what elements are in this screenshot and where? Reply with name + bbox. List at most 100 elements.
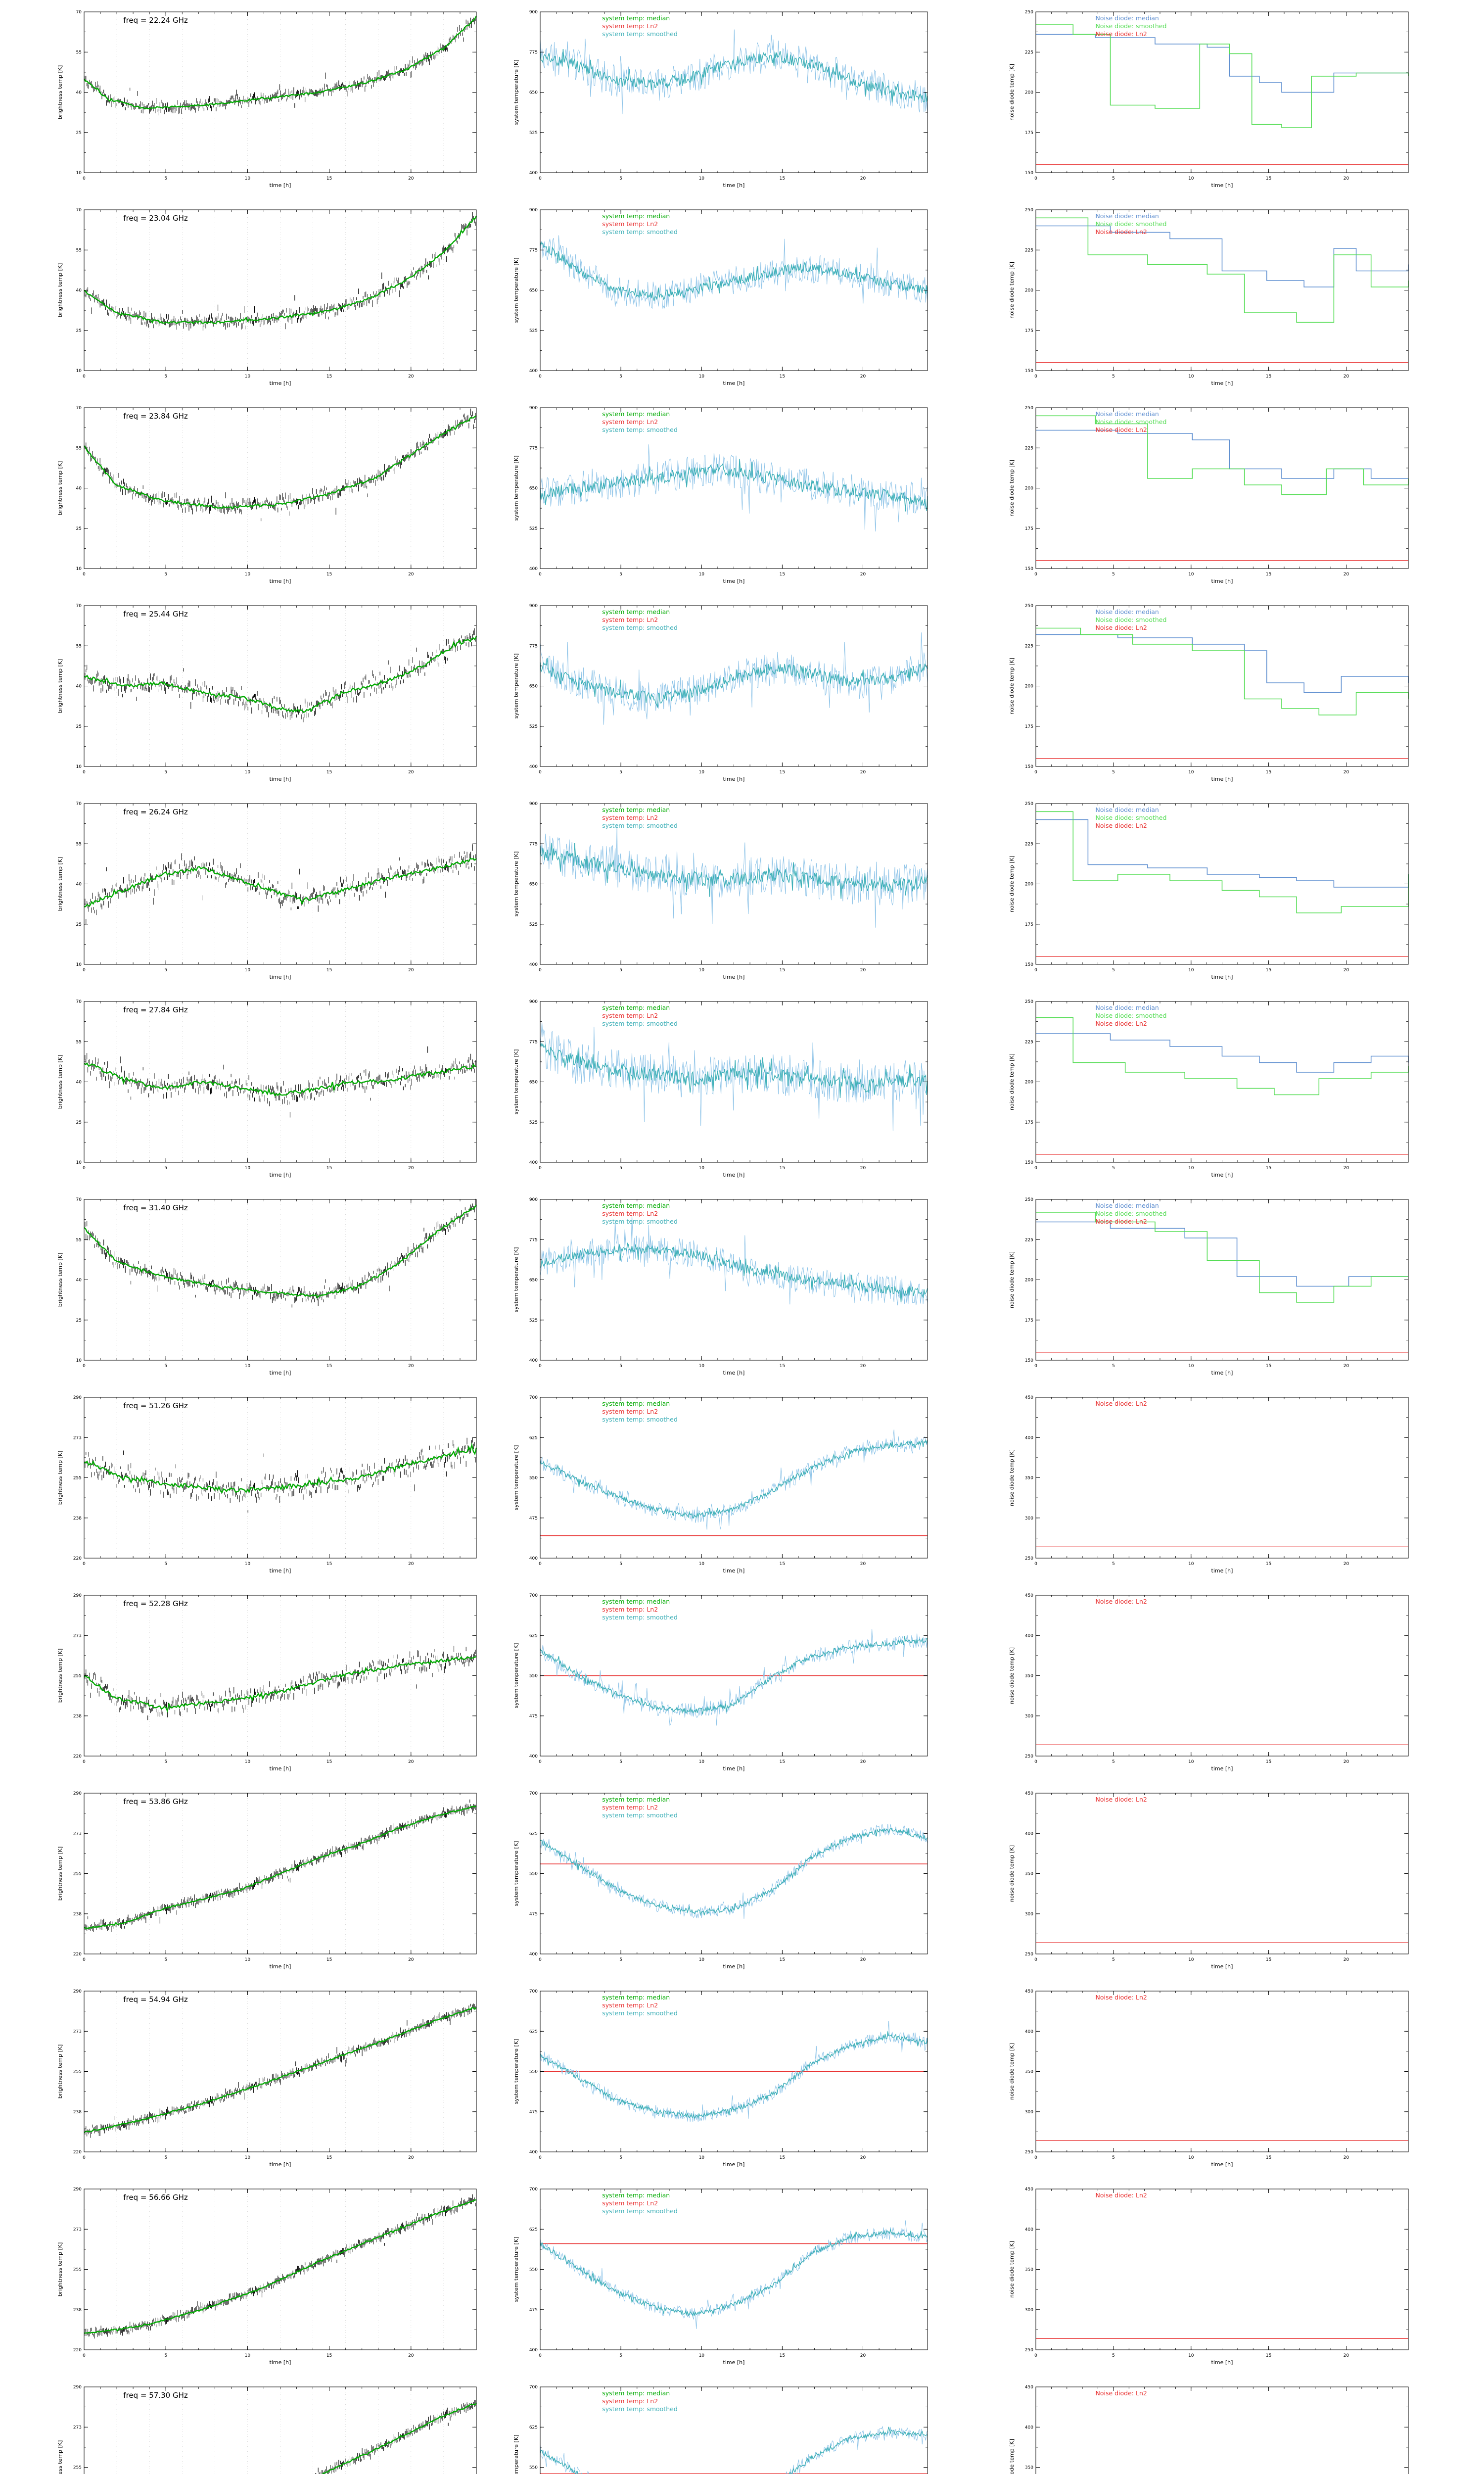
y-tick-label: 475 (529, 1912, 538, 1917)
y-tick-label: 175 (1025, 724, 1033, 729)
y-tick-label: 150 (1025, 962, 1033, 967)
y-tick-label: 25 (76, 131, 82, 136)
brightness-temp-panel: 0 5 10 15 20 10 25 40 55 70 brightness temp [K] tim… (57, 208, 477, 386)
y-tick-label: 775 (529, 50, 538, 55)
y-tick-label: 55 (76, 842, 82, 847)
x-axis-label: time [h] (270, 1172, 291, 1178)
y-axis-label: system temperature [K] (513, 1247, 519, 1313)
legend-entry: system temp: Ln2 (602, 2397, 658, 2405)
x-tick-label: 5 (619, 2353, 622, 2358)
x-axis-label: time [h] (723, 578, 745, 584)
panel-cell-brightness: 0 5 10 15 20 220 238 255 273 290 brightness temp [… (55, 1392, 481, 1574)
x-tick-label: 5 (619, 1957, 622, 1962)
x-tick-label: 0 (539, 1957, 542, 1962)
y-tick-label: 25 (76, 329, 82, 333)
y-tick-label: 150 (1025, 567, 1033, 571)
brightness-temp-panel: 0 5 10 15 20 10 25 40 55 70 brightness temp [K] tim… (57, 1197, 477, 1376)
y-axis-label: system temperature [K] (513, 2435, 519, 2474)
x-tick-label: 5 (164, 968, 167, 973)
y-tick-label: 625 (529, 2227, 538, 2232)
x-tick-label: 15 (780, 1166, 785, 1171)
x-tick-label: 5 (1112, 2155, 1115, 2160)
legend-entry: Noise diode: Ln2 (1095, 2191, 1147, 2199)
x-tick-label: 10 (1188, 1166, 1194, 1171)
legend-entry: Noise diode: median (1095, 212, 1159, 220)
y-tick-label: 238 (73, 1516, 82, 1521)
channel-row: 0 5 10 15 20 220 238 255 273 290 brightness temp [… (0, 1583, 1484, 1781)
panel-cell-system-temp: 0 5 10 15 20 400 525 650 775 900 system temperatur… (511, 799, 932, 981)
x-tick-label: 15 (326, 176, 332, 181)
legend-entry: Noise diode: Ln2 (1095, 1994, 1147, 2001)
x-tick-label: 0 (1034, 770, 1037, 775)
x-tick-label: 15 (1266, 1957, 1271, 1962)
y-axis-label: system temperature [K] (513, 60, 519, 125)
y-tick-label: 900 (529, 802, 538, 807)
x-tick-label: 0 (539, 1760, 542, 1764)
y-tick-label: 900 (529, 604, 538, 609)
x-tick-label: 5 (1112, 1760, 1115, 1764)
y-tick-label: 775 (529, 842, 538, 847)
x-tick-label: 0 (83, 374, 86, 379)
x-tick-label: 10 (699, 1562, 705, 1567)
y-tick-label: 255 (73, 2268, 82, 2273)
legend-entry: system temp: median (602, 14, 670, 22)
x-tick-label: 5 (619, 1760, 622, 1764)
y-tick-label: 525 (529, 526, 538, 531)
channel-row: 0 5 10 15 20 10 25 40 55 70 brightness temp [K] tim… (0, 396, 1484, 594)
y-tick-label: 400 (529, 171, 538, 176)
y-tick-label: 700 (529, 1989, 538, 1994)
x-axis-label: time [h] (1211, 182, 1233, 189)
noise-diode-panel: 0 5 10 15 20 250 300 350 400 450 noise diode temp … (1009, 1593, 1409, 1772)
y-axis-label: system temperature [K] (513, 852, 519, 917)
x-tick-label: 15 (1266, 770, 1271, 775)
y-tick-label: 238 (73, 2110, 82, 2115)
y-tick-label: 450 (1025, 1593, 1033, 1598)
legend-entry: Noise diode: smoothed (1095, 1210, 1166, 1217)
x-tick-label: 0 (539, 1166, 542, 1171)
x-tick-label: 0 (83, 176, 86, 181)
legend-entry: system temp: smoothed (602, 2009, 677, 2017)
y-tick-label: 250 (1025, 406, 1033, 411)
legend-entry: system temp: median (602, 2389, 670, 2397)
y-tick-label: 400 (529, 1358, 538, 1363)
y-axis-label: brightness temp [K] (57, 2440, 63, 2474)
x-axis-label: time [h] (270, 1568, 291, 1574)
x-tick-label: 10 (245, 1562, 251, 1567)
freq-label: freq = 56.66 GHz (123, 2193, 188, 2202)
y-tick-label: 525 (529, 1120, 538, 1125)
noise-diode-panel: 0 5 10 15 20 150 175 200 225 250 noise diode temp … (1009, 802, 1409, 980)
y-axis-label: brightness temp [K] (57, 1253, 63, 1307)
noise-diode-panel: 0 5 10 15 20 250 300 350 400 450 noise diode temp … (1009, 2187, 1409, 2366)
y-tick-label: 55 (76, 1237, 82, 1242)
x-tick-label: 10 (245, 176, 251, 181)
x-tick-label: 5 (164, 1364, 167, 1369)
y-tick-label: 220 (73, 1556, 82, 1561)
x-tick-label: 0 (83, 1364, 86, 1369)
y-tick-label: 273 (73, 2227, 82, 2232)
y-tick-label: 775 (529, 1040, 538, 1045)
y-tick-label: 400 (529, 1556, 538, 1561)
y-tick-label: 350 (1025, 2070, 1033, 2075)
legend-entry: system temp: smoothed (602, 1218, 677, 1225)
y-tick-label: 450 (1025, 1395, 1033, 1400)
x-tick-label: 20 (408, 1957, 414, 1962)
x-tick-label: 0 (83, 572, 86, 577)
panel-cell-brightness: 0 5 10 15 20 220 238 255 273 290 brightness temp [… (55, 1788, 481, 1970)
x-tick-label: 10 (245, 968, 251, 973)
x-tick-label: 20 (860, 1166, 866, 1171)
x-tick-label: 20 (860, 2353, 866, 2358)
legend-entry: system temp: smoothed (602, 2405, 677, 2413)
y-axis-label: brightness temp [K] (57, 1847, 63, 1901)
y-tick-label: 220 (73, 2150, 82, 2155)
y-tick-label: 220 (73, 1952, 82, 1957)
x-tick-label: 5 (1112, 968, 1115, 973)
y-tick-label: 55 (76, 644, 82, 649)
legend-entry: system temp: Ln2 (602, 2001, 658, 2009)
legend-entry: system temp: median (602, 212, 670, 220)
x-axis-label: time [h] (1211, 578, 1233, 584)
x-tick-label: 20 (860, 968, 866, 973)
